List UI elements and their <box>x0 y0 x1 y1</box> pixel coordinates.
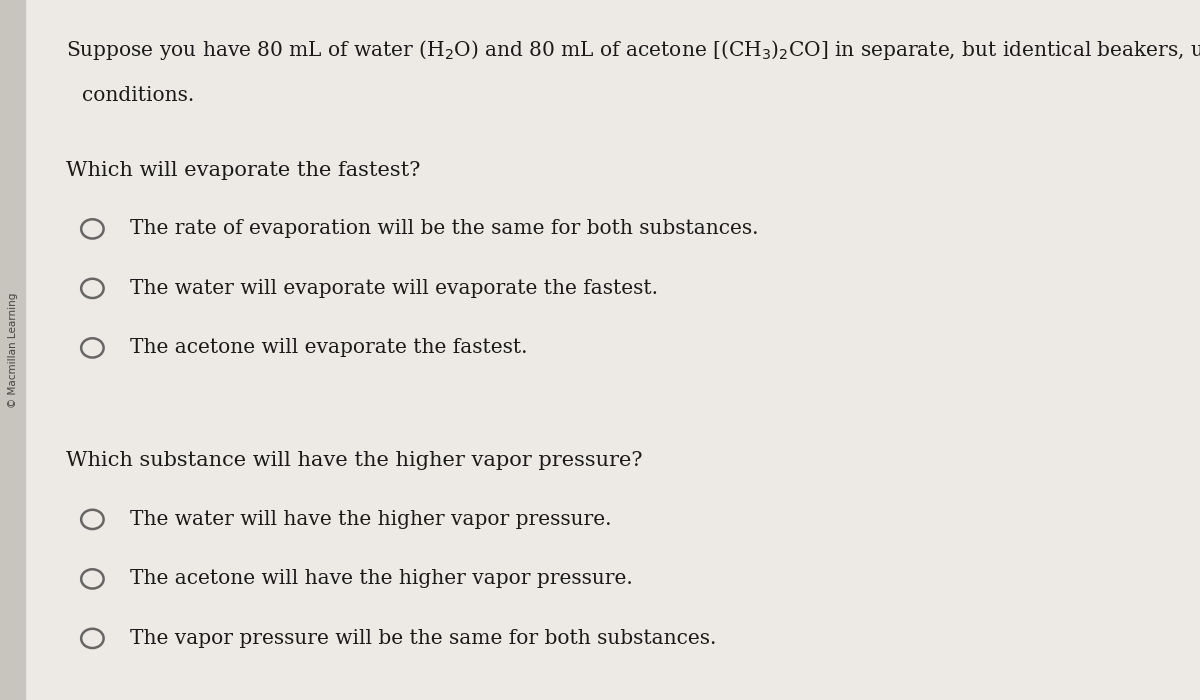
Bar <box>0 0 25 700</box>
Text: The vapor pressure will be the same for both substances.: The vapor pressure will be the same for … <box>130 629 716 648</box>
Text: Suppose you have 80 mL of water (H$_2$O) and 80 mL of acetone [(CH$_3$)$_2$CO] i: Suppose you have 80 mL of water (H$_2$O)… <box>66 38 1200 62</box>
Text: conditions.: conditions. <box>82 86 194 105</box>
Text: The acetone will evaporate the fastest.: The acetone will evaporate the fastest. <box>130 338 527 357</box>
Text: The water will have the higher vapor pressure.: The water will have the higher vapor pre… <box>130 510 611 528</box>
Text: The acetone will have the higher vapor pressure.: The acetone will have the higher vapor p… <box>130 569 632 588</box>
Text: The rate of evaporation will be the same for both substances.: The rate of evaporation will be the same… <box>130 219 758 238</box>
Text: Which substance will have the higher vapor pressure?: Which substance will have the higher vap… <box>66 452 642 470</box>
Text: Which will evaporate the fastest?: Which will evaporate the fastest? <box>66 161 420 180</box>
Text: © Macmillan Learning: © Macmillan Learning <box>7 293 18 407</box>
Text: The water will evaporate will evaporate the fastest.: The water will evaporate will evaporate … <box>130 279 658 298</box>
